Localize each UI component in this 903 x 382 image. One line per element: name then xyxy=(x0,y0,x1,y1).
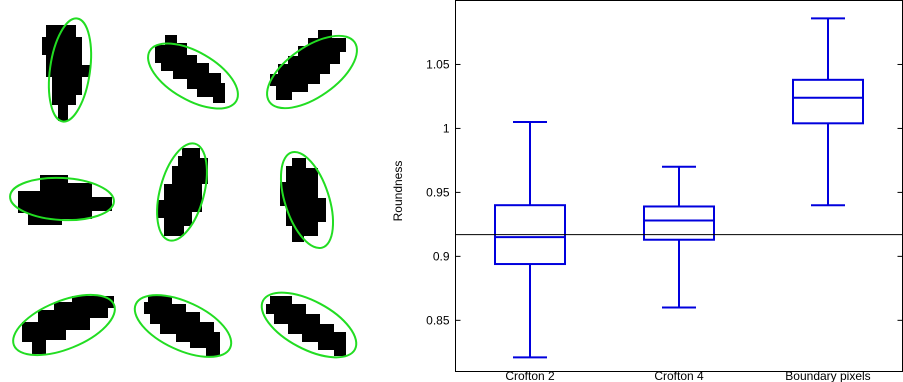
fit-ellipse xyxy=(156,142,208,242)
fit-ellipse xyxy=(260,291,358,359)
iqr-box xyxy=(792,78,864,125)
blob-shape xyxy=(18,175,112,225)
fit-ellipse xyxy=(47,17,93,123)
blob-r1-c1 xyxy=(42,17,93,123)
x-axis: Crofton 2 Crofton 4 Boundary pixels xyxy=(505,369,870,382)
box-3 xyxy=(792,17,864,207)
y-tick-label: 0.95 xyxy=(426,185,450,199)
blob-r1-c3 xyxy=(266,30,358,110)
fit-ellipse xyxy=(12,293,116,357)
blobs-panel xyxy=(9,17,358,359)
fit-ellipse xyxy=(279,150,335,250)
blob-shape xyxy=(266,296,346,356)
blob-shape xyxy=(144,296,220,356)
blob-r3-c3 xyxy=(260,291,358,359)
fit-ellipse xyxy=(147,42,239,110)
fit-ellipse xyxy=(266,34,358,110)
y-tick-label: 0.9 xyxy=(433,249,450,263)
category-label: Crofton 2 xyxy=(505,369,555,382)
y-tick-label: 1 xyxy=(443,121,450,135)
blob-shape xyxy=(270,30,346,100)
boxes xyxy=(494,17,864,359)
iqr-box xyxy=(643,205,715,241)
blob-r3-c1 xyxy=(12,293,116,357)
box-2 xyxy=(643,165,715,309)
blob-shape xyxy=(155,35,225,103)
blob-r2-c1 xyxy=(9,175,115,225)
blob-shape xyxy=(158,148,208,236)
y-tick-label: 1.05 xyxy=(426,57,450,71)
fit-ellipse xyxy=(133,294,233,358)
fit-ellipse xyxy=(9,176,115,222)
blob-r2-c2 xyxy=(156,142,208,242)
category-label: Crofton 4 xyxy=(654,369,704,382)
category-label: Boundary pixels xyxy=(785,369,870,382)
y-tick-label: 0.85 xyxy=(426,313,450,327)
box-1 xyxy=(494,121,566,359)
y-axis-label: Roundness xyxy=(391,161,405,222)
blob-r1-c2 xyxy=(147,35,239,110)
blob-shape xyxy=(280,158,326,242)
blob-r2-c3 xyxy=(279,150,335,250)
y-axis: 0.85 0.9 0.95 1 1.05 xyxy=(426,57,903,327)
blob-shape xyxy=(22,296,114,354)
blob-r3-c2 xyxy=(133,294,233,358)
